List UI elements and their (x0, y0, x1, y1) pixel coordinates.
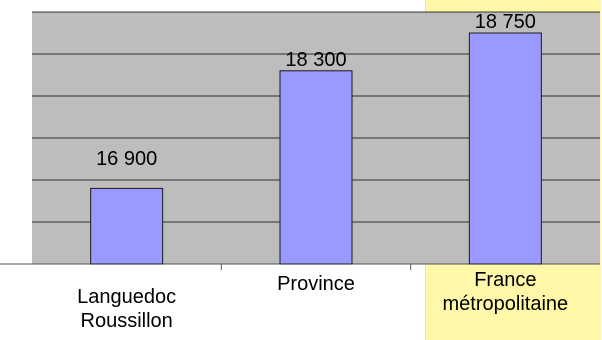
value-label-france: 18 750 (445, 11, 565, 33)
category-label-france: France métropolitaine (415, 268, 595, 316)
bar (91, 188, 163, 264)
bar (469, 33, 541, 264)
bar (280, 71, 352, 264)
category-label-province: Province (226, 272, 406, 296)
category-label-languedoc: Languedoc Roussillon (37, 285, 217, 333)
value-label-languedoc: 16 900 (67, 148, 187, 170)
value-label-province: 18 300 (256, 49, 376, 71)
x-axis-ticks (221, 264, 410, 270)
